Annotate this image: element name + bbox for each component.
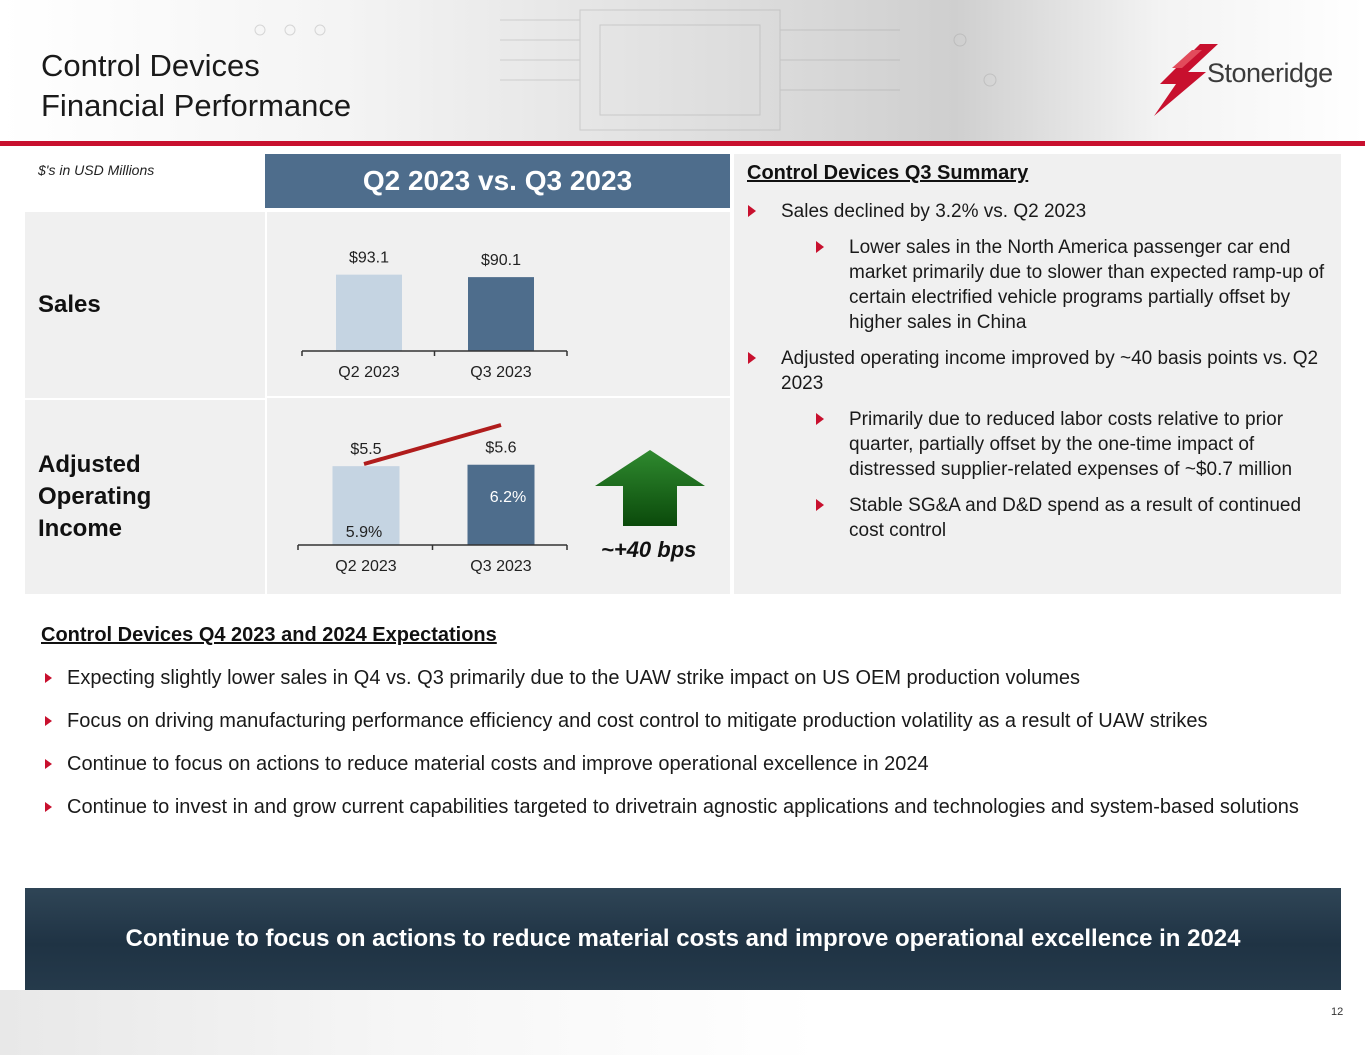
comparison-header: Q2 2023 vs. Q3 2023 — [265, 154, 730, 208]
bullet-icon — [45, 759, 52, 769]
bar-value-label: $90.1 — [481, 252, 521, 269]
x-tick-label: Q3 2023 — [470, 364, 531, 381]
summary-bullet: Adjusted operating income improved by ~4… — [748, 346, 1333, 396]
bullet-text: Primarily due to reduced labor costs rel… — [849, 409, 1293, 480]
bar-value-label: $5.5 — [350, 441, 381, 458]
expectation-text: Continue to invest in and grow current c… — [67, 796, 1299, 818]
expectation-item: Continue to invest in and grow current c… — [41, 794, 1331, 820]
bullet-icon — [748, 205, 756, 217]
bullet-icon — [45, 673, 52, 683]
expectation-item: Continue to focus on actions to reduce m… — [41, 751, 1331, 777]
key-message-banner: Continue to focus on actions to reduce m… — [25, 888, 1341, 990]
bar-q3-2023 — [467, 464, 535, 545]
bullet-text: Adjusted operating income improved by ~4… — [781, 348, 1319, 394]
aoi-row-label: Adjusted Operating Income — [38, 449, 151, 545]
sales-chart-panel: $93.1 Q2 2023 $90.1 Q3 2023 — [267, 212, 730, 396]
bar-q2-2023 — [332, 466, 400, 545]
bullet-icon — [45, 716, 52, 726]
summary-bullets: Sales declined by 3.2% vs. Q2 2023 Lower… — [748, 199, 1333, 554]
x-tick-label: Q3 2023 — [470, 558, 531, 575]
bullet-icon — [816, 499, 824, 511]
expectations-list: Expecting slightly lower sales in Q4 vs.… — [41, 665, 1331, 837]
x-tick-label: Q2 2023 — [335, 558, 396, 575]
margin-label: 5.9% — [346, 524, 382, 541]
bullet-text: Stable SG&A and D&D spend as a result of… — [849, 495, 1302, 541]
header-rule — [0, 141, 1365, 146]
page-number: 12 — [1331, 1006, 1344, 1018]
summary-title: Control Devices Q3 Summary — [747, 162, 1029, 184]
aoi-label-line-2: Operating — [38, 483, 152, 510]
bar-value-label: $93.1 — [349, 250, 389, 267]
bar-q2-2023 — [336, 274, 402, 351]
summary-sub-bullet: Primarily due to reduced labor costs rel… — [748, 407, 1333, 482]
sales-row-label: Sales — [38, 291, 101, 318]
summary-panel — [734, 154, 1341, 594]
bullet-icon — [816, 241, 824, 253]
sales-chart: $93.1 Q2 2023 $90.1 Q3 2023 — [301, 250, 568, 381]
margin-trend-line — [363, 423, 502, 466]
expectation-text: Continue to focus on actions to reduce m… — [67, 753, 929, 775]
bullet-icon — [816, 413, 824, 425]
x-tick-label: Q2 2023 — [338, 364, 399, 381]
bar-q3-2023 — [468, 277, 534, 351]
expectation-text: Focus on driving manufacturing performan… — [67, 710, 1208, 732]
expectation-text: Expecting slightly lower sales in Q4 vs.… — [67, 667, 1080, 689]
footer-background — [0, 990, 1365, 1055]
expectation-item: Focus on driving manufacturing performan… — [41, 708, 1331, 734]
aoi-label-line-1: Adjusted — [38, 451, 141, 478]
page-title: Control Devices Financial Performance — [41, 46, 351, 126]
margin-label: 6.2% — [490, 489, 526, 506]
aoi-label-line-3: Income — [38, 515, 123, 542]
title-line-2: Financial Performance — [41, 88, 352, 123]
up-arrow-icon — [595, 450, 705, 526]
bullet-text: Lower sales in the North America passeng… — [849, 237, 1325, 333]
header-background — [0, 0, 1365, 143]
bullet-icon — [45, 802, 52, 812]
aoi-chart-panel: $5.5 Q2 2023 $5.6 Q3 2023 5.9% 6.2% — [267, 398, 730, 594]
circuit-board-pattern — [254, 9, 997, 131]
expectation-item: Expecting slightly lower sales in Q4 vs.… — [41, 665, 1331, 691]
summary-sub-bullet: Stable SG&A and D&D spend as a result of… — [748, 493, 1333, 543]
bullet-icon — [748, 352, 756, 364]
aoi-label-panel — [25, 398, 265, 594]
stoneridge-logo-icon — [1154, 44, 1218, 116]
bar-value-label: $5.6 — [485, 440, 516, 457]
expectations-title: Control Devices Q4 2023 and 2024 Expecta… — [41, 624, 497, 646]
units-note: $'s in USD Millions — [38, 162, 155, 178]
title-line-1: Control Devices — [41, 48, 260, 83]
aoi-chart: $5.5 Q2 2023 $5.6 Q3 2023 5.9% 6.2% — [297, 423, 705, 575]
bps-annotation: ~+40 bps — [601, 537, 697, 562]
bullet-text: Sales declined by 3.2% vs. Q2 2023 — [781, 201, 1087, 222]
summary-bullet: Sales declined by 3.2% vs. Q2 2023 — [748, 199, 1333, 224]
summary-sub-bullet: Lower sales in the North America passeng… — [748, 235, 1333, 335]
logo-text: Stoneridge — [1207, 58, 1333, 88]
